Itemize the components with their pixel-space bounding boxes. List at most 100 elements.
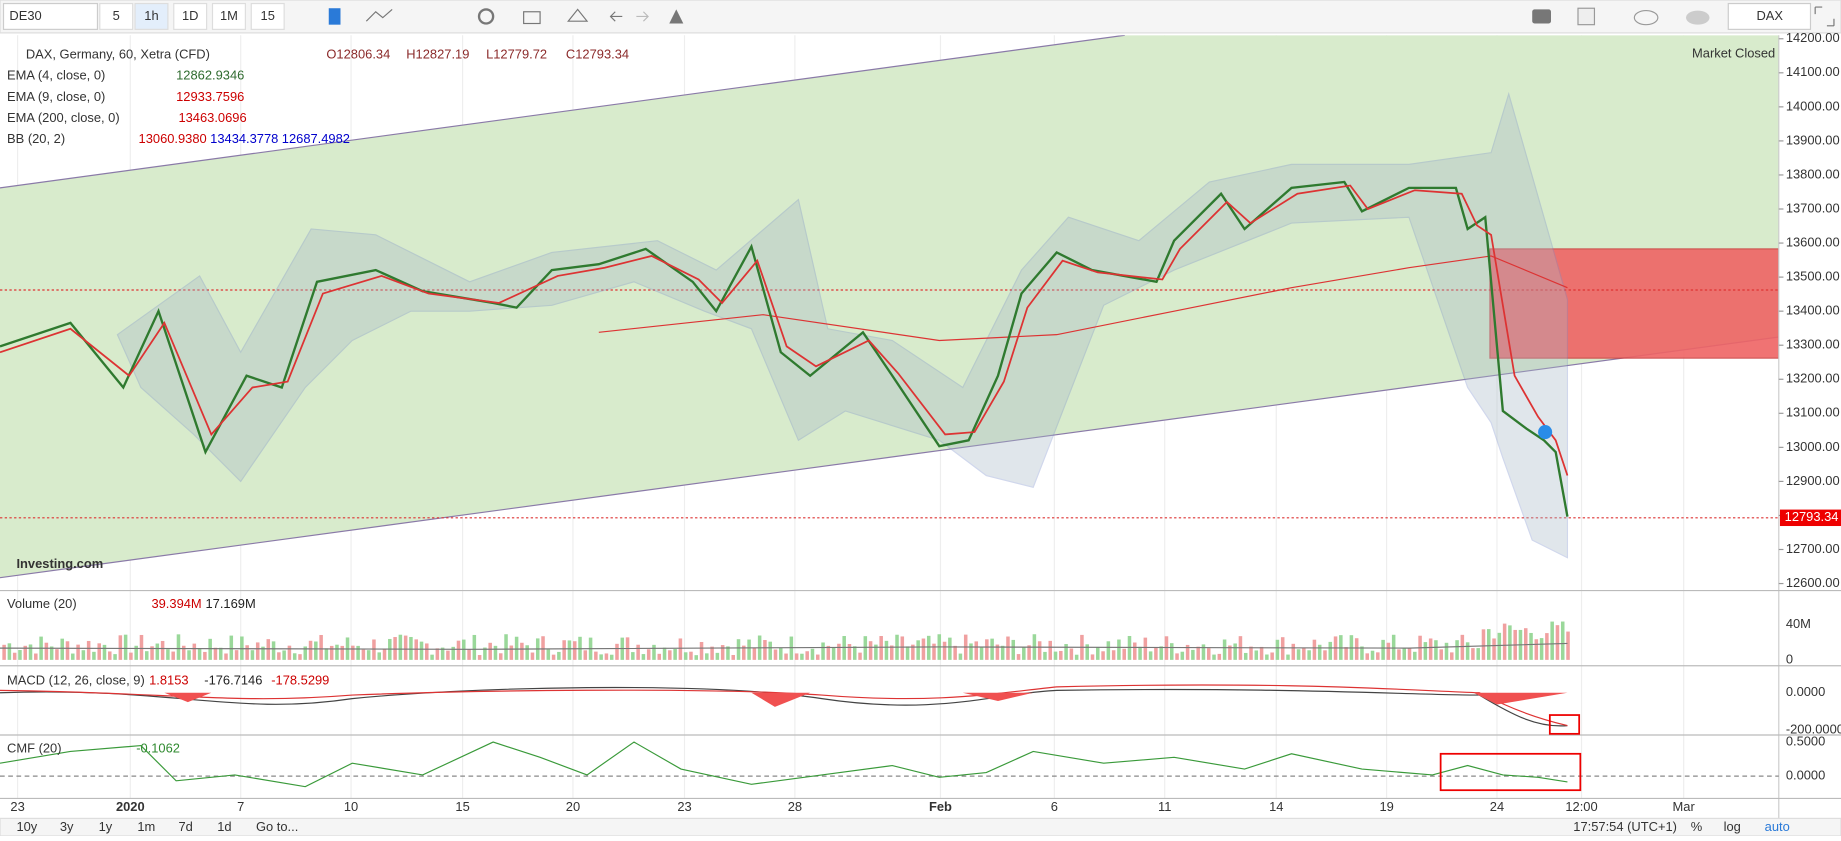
volume-bar: [1539, 638, 1544, 660]
interval-button[interactable]: [250, 2, 285, 30]
volume-bar: [1296, 649, 1301, 660]
volume-bar: [218, 647, 223, 660]
volume-bar: [1106, 641, 1111, 660]
fullscreen-icon[interactable]: [1814, 6, 1835, 27]
indicator-icon[interactable]: [523, 11, 541, 25]
scale-option[interactable]: %: [1691, 819, 1703, 834]
volume-bar: [446, 650, 450, 660]
scale-option[interactable]: auto: [1765, 819, 1790, 834]
volume-bar: [557, 651, 561, 660]
pane-value: 39.394M: [151, 596, 201, 611]
volume-bar: [1487, 629, 1491, 660]
pane-value: 1.8153: [149, 672, 188, 687]
volume-bar: [181, 645, 186, 660]
pane-axis-label: -200.0000: [1786, 722, 1841, 737]
volume-bar: [1312, 639, 1317, 660]
volume-bar: [1471, 648, 1475, 660]
undo-icon[interactable]: [609, 11, 623, 22]
volume-bar: [1259, 646, 1264, 660]
redo-icon[interactable]: [636, 11, 649, 22]
volume-bar: [900, 636, 905, 660]
price-label: 14200.00: [1786, 30, 1840, 45]
ohlc-value: C12793.34: [566, 47, 629, 62]
volume-bar: [858, 652, 862, 660]
time-label: 10: [344, 799, 358, 814]
volume-bar: [1185, 644, 1190, 660]
volume-bar: [731, 654, 735, 660]
load-icon[interactable]: [1633, 9, 1659, 26]
volume-bar: [884, 640, 889, 660]
save-icon[interactable]: [1686, 10, 1710, 25]
pane-axis-label: 0.5000: [1786, 733, 1825, 748]
interval-button[interactable]: [134, 2, 169, 30]
volume-bar: [351, 645, 355, 660]
indicator-value: 12687.4982: [282, 131, 350, 146]
interval-button[interactable]: [173, 2, 208, 30]
volume-bar: [1243, 652, 1248, 660]
volume-bar: [1317, 644, 1322, 660]
range-button[interactable]: 1y: [99, 819, 113, 834]
macd-line: [0, 686, 1568, 727]
range-button[interactable]: 1d: [217, 819, 231, 834]
volume-bar: [546, 649, 551, 660]
volume-bar: [171, 651, 175, 660]
pane-title: CMF (20): [7, 741, 61, 756]
volume-bar: [715, 652, 720, 660]
volume-bar: [314, 641, 318, 660]
volume-bar: [609, 654, 614, 660]
volume-bar: [255, 642, 260, 660]
volume-bar: [92, 651, 96, 660]
volume-bar: [1397, 649, 1401, 660]
range-button[interactable]: 1m: [137, 819, 155, 834]
volume-bar: [393, 637, 397, 660]
volume-bar: [430, 654, 434, 660]
volume-bar: [1016, 654, 1021, 660]
volume-bar: [852, 646, 857, 660]
line-icon[interactable]: [365, 8, 393, 22]
interval-button[interactable]: [211, 2, 246, 30]
exchange-box[interactable]: [1727, 2, 1812, 30]
range-button[interactable]: 3y: [60, 819, 74, 834]
volume-bar: [763, 640, 767, 660]
range-button[interactable]: 10y: [16, 819, 37, 834]
settings-icon[interactable]: [477, 8, 495, 25]
price-label: 13700.00: [1786, 200, 1840, 215]
volume-bar: [1138, 646, 1142, 660]
volume-bar: [1508, 625, 1512, 660]
price-label: 13000.00: [1786, 439, 1840, 454]
time-label: 23: [10, 799, 24, 814]
range-button[interactable]: Go to...: [256, 819, 298, 834]
layout-icon[interactable]: [1577, 7, 1596, 26]
volume-bar: [1450, 652, 1454, 660]
volume-bar: [604, 653, 609, 660]
volume-bar: [425, 643, 429, 660]
volume-bar: [1053, 651, 1058, 660]
scale-option[interactable]: log: [1724, 819, 1741, 834]
volume-bar: [736, 639, 741, 660]
volume-bar: [2, 644, 6, 660]
volume-bar: [662, 647, 667, 660]
volume-bar: [483, 647, 487, 660]
volume-bar: [335, 644, 339, 660]
price-tag: [1779, 509, 1841, 527]
volume-bar: [435, 648, 440, 660]
compare-icon[interactable]: [567, 8, 589, 22]
volume-bar: [1497, 632, 1502, 660]
symbol-box[interactable]: [2, 2, 99, 30]
volume-bar: [319, 634, 323, 660]
camera-icon[interactable]: [1532, 9, 1551, 24]
clock: 17:57:54 (UTC+1): [1573, 819, 1677, 834]
alert-icon[interactable]: [669, 9, 684, 24]
candle-icon[interactable]: [328, 8, 341, 25]
volume-bar: [921, 638, 926, 660]
time-label: Mar: [1673, 799, 1696, 814]
interval-button[interactable]: [99, 2, 134, 30]
indicator-value: 12933.7596: [176, 89, 244, 104]
volume-bar: [1159, 646, 1163, 660]
volume-bar: [451, 646, 455, 660]
volume-bar: [1381, 639, 1385, 660]
volume-bar: [1529, 632, 1533, 660]
volume-bar: [1117, 639, 1121, 660]
range-button[interactable]: 7d: [178, 819, 192, 834]
marker[interactable]: [1538, 425, 1553, 440]
